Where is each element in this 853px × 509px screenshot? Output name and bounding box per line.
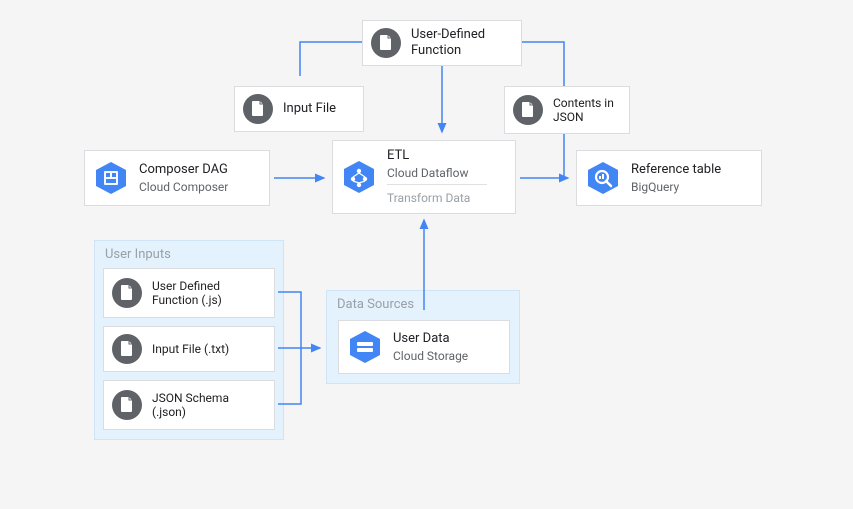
node-etl-title: ETL — [387, 148, 487, 164]
node-composer-dag-subtitle: Cloud Composer — [139, 180, 228, 194]
node-composer-dag: Composer DAG Cloud Composer — [84, 150, 270, 206]
node-etl: ETL Cloud Dataflow Transform Data — [332, 140, 516, 214]
file-icon — [112, 278, 142, 308]
node-json-schema-title: JSON Schema (.json) — [152, 391, 262, 420]
node-json-schema: JSON Schema (.json) — [103, 380, 275, 430]
node-reference-table: Reference table BigQuery — [576, 150, 762, 206]
node-user-data-title: User Data — [393, 331, 468, 347]
node-contents-json-title: Contents in JSON — [553, 96, 617, 125]
node-udf-top-title: User-Defined Function — [411, 27, 509, 58]
node-input-txt: Input File (.txt) — [103, 326, 275, 372]
node-input-file-title: Input File — [283, 101, 336, 117]
node-user-data-subtitle: Cloud Storage — [393, 349, 468, 363]
node-etl-tertiary: Transform Data — [387, 191, 487, 205]
bigquery-icon — [585, 160, 621, 196]
node-udf-js: User Defined Function (.js) — [103, 268, 275, 318]
node-composer-dag-title: Composer DAG — [139, 162, 228, 178]
node-input-txt-title: Input File (.txt) — [152, 342, 229, 356]
storage-icon — [347, 329, 383, 365]
file-icon — [513, 95, 543, 125]
composer-icon — [93, 160, 129, 196]
node-reference-table-subtitle: BigQuery — [631, 180, 721, 194]
group-data-sources-label: Data Sources — [337, 297, 414, 312]
node-user-data: User Data Cloud Storage — [338, 320, 510, 374]
node-udf-top: User-Defined Function — [362, 20, 522, 66]
file-icon — [371, 28, 401, 58]
dataflow-icon — [341, 159, 377, 195]
file-icon — [112, 334, 142, 364]
node-reference-table-title: Reference table — [631, 162, 721, 178]
node-etl-subtitle: Cloud Dataflow — [387, 166, 487, 180]
file-icon — [243, 94, 273, 124]
divider — [387, 184, 487, 185]
node-contents-json: Contents in JSON — [504, 86, 630, 134]
file-icon — [112, 390, 142, 420]
group-user-inputs-label: User Inputs — [105, 247, 171, 262]
node-input-file: Input File — [234, 86, 364, 132]
node-udf-js-title: User Defined Function (.js) — [152, 279, 262, 308]
